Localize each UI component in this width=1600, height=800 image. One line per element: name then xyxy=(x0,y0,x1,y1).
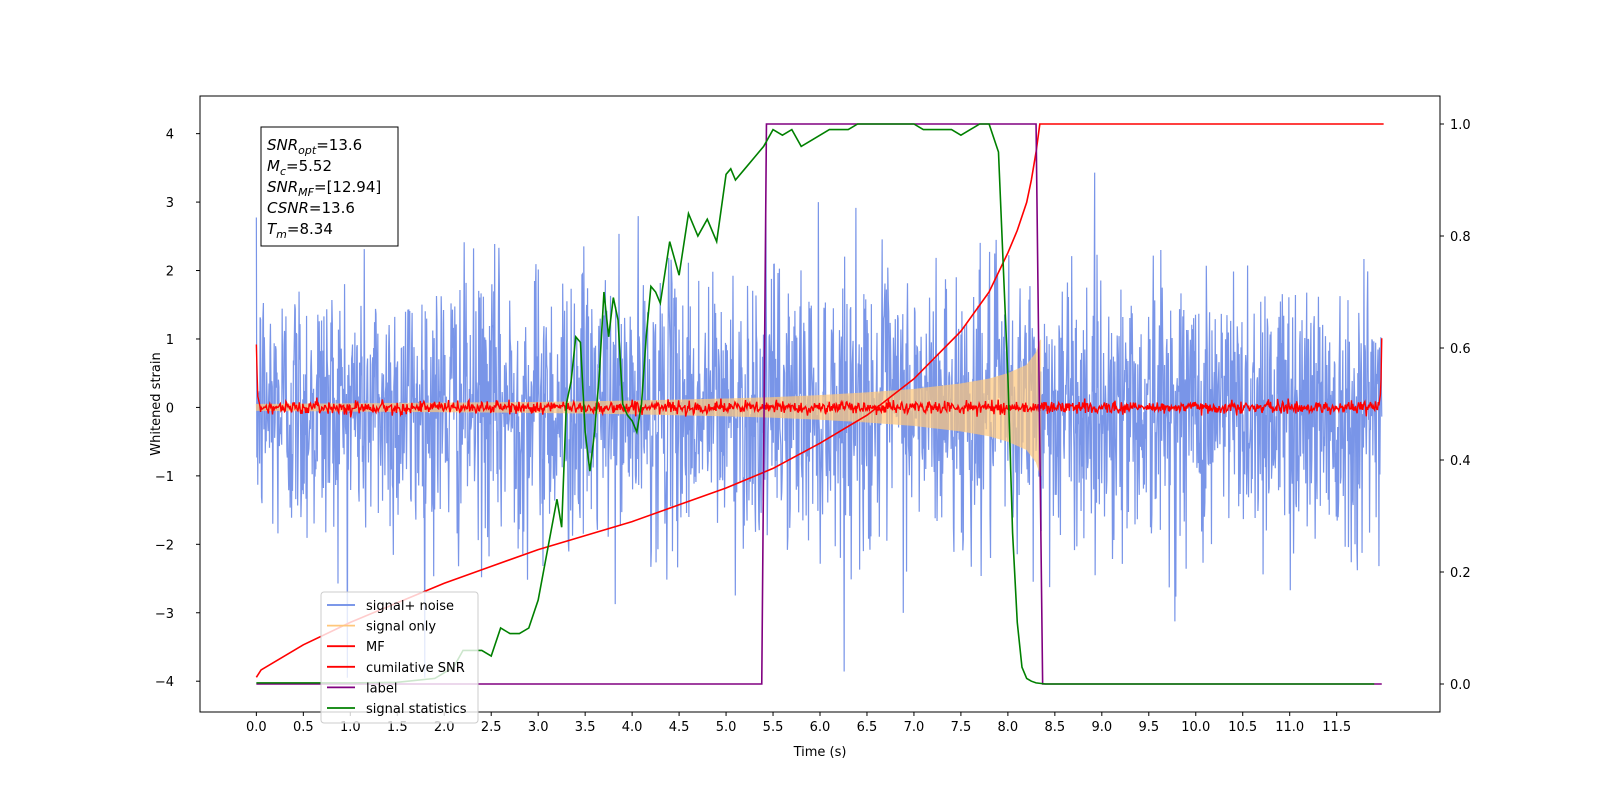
x-tick-label: 0.0 xyxy=(246,720,267,735)
y-axis-left: −4 −3 −2 −1 0 1 2 3 4 xyxy=(155,128,200,690)
info-line: SNRMF=[12.94] xyxy=(267,178,381,199)
x-tick-label: 5.5 xyxy=(763,720,784,735)
series-cumulative-snr xyxy=(255,123,1384,678)
x-tick-label: 11.5 xyxy=(1322,720,1351,735)
x-tick-label: 7.0 xyxy=(904,720,925,735)
y-tick-label-left: 1 xyxy=(166,333,174,348)
x-tick-label: 2.5 xyxy=(481,720,502,735)
series-layer xyxy=(255,123,1384,685)
y-tick-label-right: 0.4 xyxy=(1450,454,1471,469)
series-signal-statistics xyxy=(256,123,1375,685)
y-tick-label-right: 1.0 xyxy=(1450,118,1471,133)
y-tick-label-left: −4 xyxy=(155,675,174,690)
legend: signal+ noise signal only MF cumilative SNR… xyxy=(320,591,479,724)
x-tick-label: 6.5 xyxy=(857,720,878,735)
x-tick-label: 7.5 xyxy=(951,720,972,735)
x-tick-label: 10.5 xyxy=(1228,720,1257,735)
legend-label: signal only xyxy=(366,620,436,635)
y-tick-label-left: −3 xyxy=(155,607,174,622)
x-tick-label: 10.0 xyxy=(1181,720,1210,735)
series-signal-noise xyxy=(255,172,1383,678)
x-tick-label: 3.5 xyxy=(575,720,596,735)
x-tick-label: 9.5 xyxy=(1138,720,1159,735)
x-tick-label: 4.5 xyxy=(669,720,690,735)
info-line: SNRopt=13.6 xyxy=(267,136,362,157)
series-mf xyxy=(255,338,1383,418)
x-tick-label: 8.0 xyxy=(998,720,1019,735)
x-tick-label: 5.0 xyxy=(716,720,737,735)
info-line: Mc=5.52 xyxy=(267,157,332,178)
legend-label: signal+ noise xyxy=(366,599,454,614)
x-tick-label: 1.0 xyxy=(340,720,361,735)
x-tick-label: 2.0 xyxy=(434,720,455,735)
x-tick-label: 1.5 xyxy=(387,720,408,735)
legend-label: label xyxy=(366,681,397,696)
y-tick-label-left: 4 xyxy=(166,128,174,143)
x-tick-label: 0.5 xyxy=(293,720,314,735)
y-tick-label-left: −1 xyxy=(155,470,174,485)
x-tick-label: 4.0 xyxy=(622,720,643,735)
y-tick-label-left: 0 xyxy=(166,401,174,416)
legend-frame xyxy=(320,591,479,724)
x-tick-label: 11.0 xyxy=(1275,720,1304,735)
y-tick-label-right: 0.8 xyxy=(1450,230,1471,245)
info-box: SNRopt=13.6Mc=5.52SNRMF=[12.94]CSNR=13.6… xyxy=(260,126,399,247)
y-axis-label-left: Whitened strain xyxy=(149,352,164,455)
y-axis-right: 0.0 0.2 0.4 0.6 0.8 1.0 xyxy=(1440,118,1471,693)
y-tick-label-left: 2 xyxy=(166,265,174,280)
x-tick-label: 8.5 xyxy=(1045,720,1066,735)
x-axis-label: Time (s) xyxy=(793,745,847,760)
y-tick-label-right: 0.6 xyxy=(1450,342,1471,357)
y-tick-label-right: 0.2 xyxy=(1450,566,1471,581)
legend-label: signal statistics xyxy=(366,702,467,717)
info-line: Tm=8.34 xyxy=(267,220,333,241)
y-tick-label-left: 3 xyxy=(166,196,174,211)
info-line: CSNR=13.6 xyxy=(267,199,355,217)
y-tick-label-right: 0.0 xyxy=(1450,678,1471,693)
x-tick-label: 3.0 xyxy=(528,720,549,735)
x-axis: 0.0 0.5 1.0 1.5 2.0 2.5 3.0 3.5 4.0 4.5 5.0 5.5 6.0 6… xyxy=(246,712,1351,735)
x-tick-label: 9.0 xyxy=(1091,720,1112,735)
x-tick-label: 6.0 xyxy=(810,720,831,735)
legend-label: MF xyxy=(366,640,385,655)
y-tick-label-left: −2 xyxy=(155,538,174,553)
legend-label: cumilative SNR xyxy=(366,661,465,676)
info-box-frame xyxy=(260,126,399,247)
